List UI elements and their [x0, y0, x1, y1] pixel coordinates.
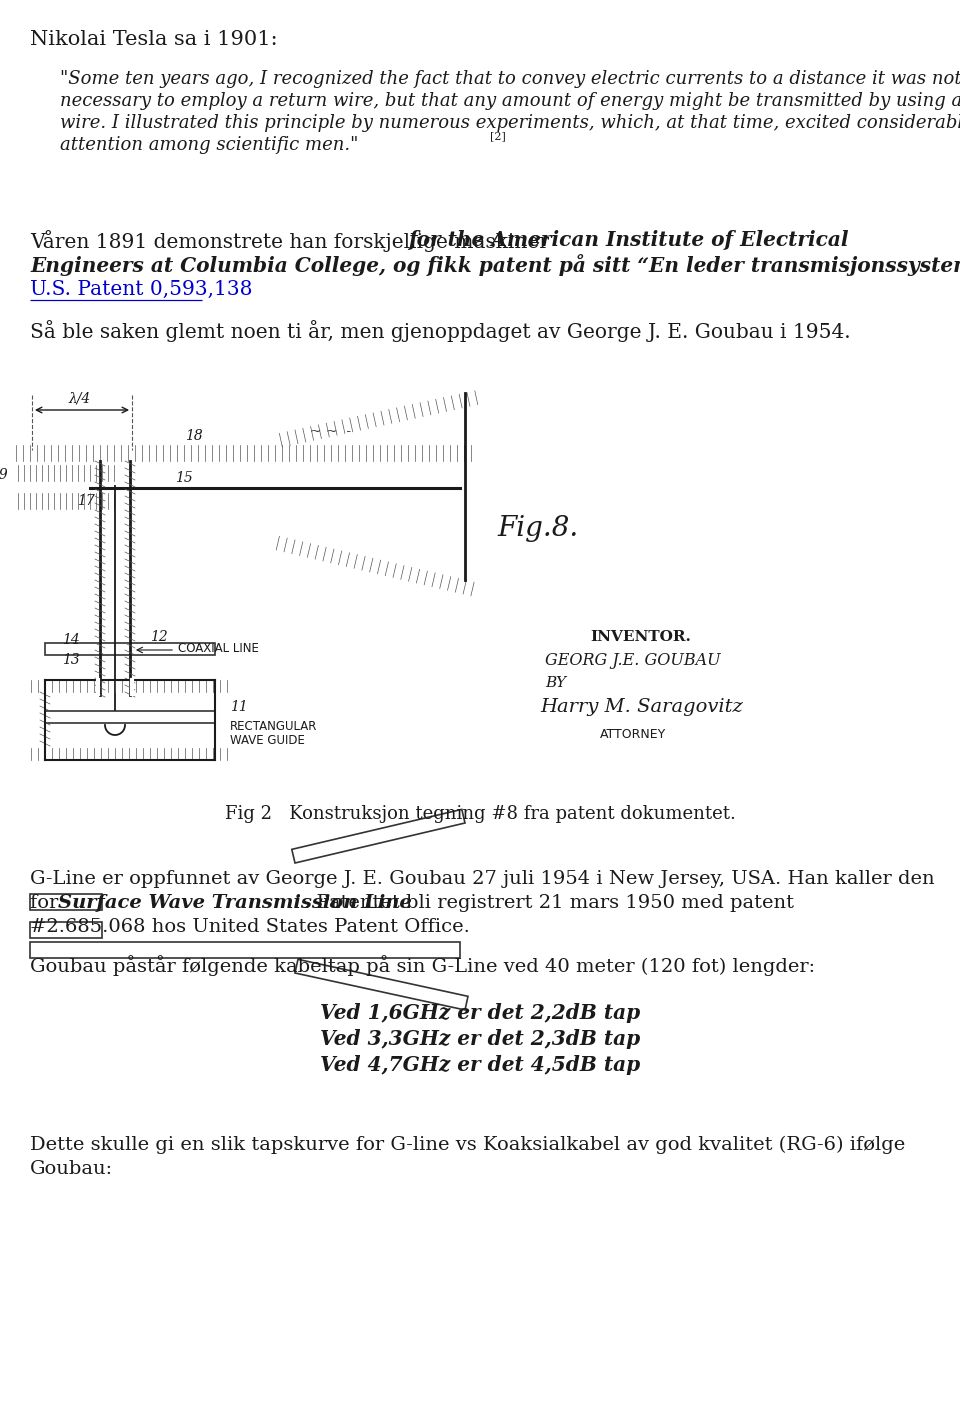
Text: 12: 12 — [150, 630, 168, 644]
Text: 17: 17 — [77, 494, 95, 508]
Polygon shape — [45, 711, 215, 723]
Text: necessary to employ a return wire, but that any amount of energy might be transm: necessary to employ a return wire, but t… — [60, 93, 960, 109]
Text: INVENTOR.: INVENTOR. — [590, 630, 691, 644]
Text: "Some ten years ago, I recognized the fact that to convey electric currents to a: "Some ten years ago, I recognized the fa… — [60, 70, 960, 88]
Text: 19: 19 — [0, 469, 8, 483]
Text: Våren 1891 demonstrete han forskjellige maskiner: Våren 1891 demonstrete han forskjellige … — [30, 230, 556, 253]
Text: RECTANGULAR: RECTANGULAR — [230, 720, 318, 732]
Text: Goubau påstår følgende kabeltap på sin G-Line ved 40 meter (120 fot) lengder:: Goubau påstår følgende kabeltap på sin G… — [30, 955, 815, 976]
Text: G-Line er oppfunnet av George J. E. Goubau 27 juli 1954 i New Jersey, USA. Han k: G-Line er oppfunnet av George J. E. Goub… — [30, 870, 935, 888]
Text: Fig 2   Konstruksjon tegning #8 fra patent dokumentet.: Fig 2 Konstruksjon tegning #8 fra patent… — [225, 805, 735, 824]
Text: attention among scientific men.": attention among scientific men." — [60, 136, 364, 154]
Text: [2]: [2] — [490, 130, 506, 140]
Text: Nikolai Tesla sa i 1901:: Nikolai Tesla sa i 1901: — [30, 29, 277, 49]
Text: #2.685.068 hos United States Patent Office.: #2.685.068 hos United States Patent Offi… — [30, 918, 469, 936]
Text: COAXIAL LINE: COAXIAL LINE — [178, 643, 259, 655]
Text: Fig.8.: Fig.8. — [497, 515, 578, 542]
Text: 13: 13 — [62, 652, 80, 666]
Polygon shape — [30, 894, 102, 911]
Text: . Patentet bli registrert 21 mars 1950 med patent: . Patentet bli registrert 21 mars 1950 m… — [304, 894, 794, 912]
Text: for: for — [30, 894, 64, 912]
Text: Dette skulle gi en slik tapskurve for G-line vs Koaksialkabel av god kvalitet (R: Dette skulle gi en slik tapskurve for G-… — [30, 1136, 905, 1155]
Text: U.S. Patent 0,593,138: U.S. Patent 0,593,138 — [30, 281, 252, 299]
Text: Surface Wave Transmission Line: Surface Wave Transmission Line — [58, 894, 412, 912]
Polygon shape — [45, 643, 215, 655]
Text: Ved 1,6GHz er det 2,2dB tap: Ved 1,6GHz er det 2,2dB tap — [320, 1003, 640, 1023]
Text: Harry M. Saragovitz: Harry M. Saragovitz — [540, 699, 743, 716]
Text: ~ ~  -: ~ ~ - — [310, 425, 351, 439]
Text: 15: 15 — [175, 471, 193, 485]
Text: BY: BY — [545, 676, 566, 690]
Text: Engineers at Columbia College, og fikk patent på sitt “En leder transmisjonssyst: Engineers at Columbia College, og fikk p… — [30, 254, 960, 276]
Text: GEORG J.E. GOUBAU: GEORG J.E. GOUBAU — [545, 652, 721, 669]
Text: wire. I illustrated this principle by numerous experiments, which, at that time,: wire. I illustrated this principle by nu… — [60, 114, 960, 132]
Text: WAVE GUIDE: WAVE GUIDE — [230, 734, 305, 746]
Text: 11: 11 — [230, 700, 248, 714]
Text: Så ble saken glemt noen ti år, men gjenoppdaget av George J. E. Goubau i 1954.: Så ble saken glemt noen ti år, men gjeno… — [30, 320, 851, 342]
Polygon shape — [292, 810, 465, 863]
Polygon shape — [30, 922, 102, 939]
Text: 18: 18 — [185, 429, 203, 443]
Text: for the American Institute of Electrical: for the American Institute of Electrical — [408, 230, 849, 250]
Text: Goubau:: Goubau: — [30, 1160, 113, 1179]
Polygon shape — [30, 941, 460, 958]
Polygon shape — [295, 960, 468, 1010]
Text: ATTORNEY: ATTORNEY — [600, 728, 666, 741]
Text: Ved 3,3GHz er det 2,3dB tap: Ved 3,3GHz er det 2,3dB tap — [320, 1028, 640, 1049]
Text: Ved 4,7GHz er det 4,5dB tap: Ved 4,7GHz er det 4,5dB tap — [320, 1055, 640, 1075]
Text: λ/4: λ/4 — [69, 391, 91, 405]
Text: 14: 14 — [62, 633, 80, 647]
